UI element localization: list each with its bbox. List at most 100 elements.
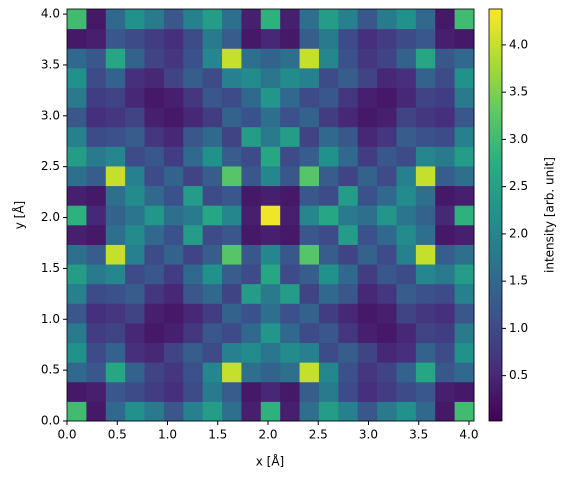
heatmap-cell bbox=[299, 244, 320, 265]
heatmap-cell bbox=[377, 362, 397, 383]
heatmap-cell bbox=[202, 362, 223, 383]
heatmap-cell bbox=[415, 87, 436, 108]
heatmap-cell bbox=[86, 9, 107, 30]
heatmap-cell bbox=[241, 362, 262, 383]
y-tick-label: 0.0 bbox=[41, 414, 60, 428]
heatmap-cell bbox=[280, 185, 301, 206]
heatmap-cell bbox=[357, 107, 378, 128]
x-tick-label: 0.0 bbox=[57, 428, 76, 442]
heatmap-cell bbox=[318, 146, 339, 167]
heatmap-cell bbox=[67, 87, 87, 108]
heatmap-cell bbox=[318, 342, 339, 363]
heatmap-cell bbox=[105, 48, 126, 69]
heatmap-cell bbox=[260, 107, 281, 128]
heatmap-cell bbox=[241, 244, 262, 265]
heatmap-cell bbox=[338, 244, 359, 265]
heatmap-cell bbox=[280, 264, 301, 285]
colorbar-tick-label: 1.5 bbox=[509, 274, 528, 288]
heatmap-cell bbox=[415, 224, 436, 245]
heatmap-cell bbox=[241, 205, 262, 226]
heatmap-cell bbox=[280, 401, 301, 422]
heatmap-cell bbox=[299, 283, 320, 304]
heatmap-cell bbox=[125, 185, 146, 206]
heatmap-cell bbox=[144, 87, 165, 108]
colorbar-tick-label: 2.0 bbox=[509, 226, 528, 240]
heatmap-cell bbox=[377, 303, 397, 324]
heatmap-cell bbox=[280, 224, 301, 245]
heatmap-cell bbox=[435, 67, 456, 88]
x-tick-label: 3.5 bbox=[409, 428, 428, 442]
heatmap-cell bbox=[144, 264, 165, 285]
heatmap-cell bbox=[222, 107, 242, 128]
heatmap-cell bbox=[144, 342, 165, 363]
heatmap-cell bbox=[338, 28, 359, 49]
heatmap-cell bbox=[67, 28, 87, 49]
heatmap-cell bbox=[454, 322, 475, 344]
heatmap-cell bbox=[222, 322, 242, 344]
heatmap-cell bbox=[222, 264, 242, 285]
heatmap-cell bbox=[338, 362, 359, 383]
heatmap-cell bbox=[377, 185, 397, 206]
heatmap-cell bbox=[260, 342, 281, 363]
heatmap-cell bbox=[241, 342, 262, 363]
heatmap-cell bbox=[241, 381, 262, 402]
heatmap-cell bbox=[86, 362, 107, 383]
heatmap-cell bbox=[260, 87, 281, 108]
heatmap-cell bbox=[144, 224, 165, 245]
heatmap-cell bbox=[86, 67, 107, 88]
heatmap-cell bbox=[299, 362, 320, 383]
heatmap-cell bbox=[241, 224, 262, 245]
heatmap-cell bbox=[357, 146, 378, 167]
heatmap-cell bbox=[299, 165, 320, 187]
heatmap-cell bbox=[86, 165, 107, 187]
x-tick-label: 4.0 bbox=[459, 428, 478, 442]
heatmap-cell bbox=[454, 224, 475, 245]
heatmap-cell bbox=[202, 185, 223, 206]
heatmap-cell bbox=[163, 185, 184, 206]
heatmap-cell bbox=[144, 381, 165, 402]
heatmap-cell bbox=[396, 165, 417, 187]
heatmap-cell bbox=[396, 303, 417, 324]
x-tick-label: 3.0 bbox=[359, 428, 378, 442]
heatmap-cell bbox=[299, 87, 320, 108]
heatmap-cell bbox=[144, 244, 165, 265]
heatmap-cell bbox=[377, 87, 397, 108]
heatmap-cell bbox=[241, 401, 262, 422]
heatmap-cell bbox=[222, 9, 242, 30]
heatmap-cell bbox=[163, 48, 184, 69]
heatmap-cell bbox=[415, 205, 436, 226]
heatmap-cell bbox=[125, 146, 146, 167]
heatmap-cell bbox=[105, 205, 126, 226]
heatmap-cell bbox=[415, 244, 436, 265]
heatmap-cell bbox=[338, 107, 359, 128]
heatmap-cell bbox=[415, 48, 436, 69]
heatmap-cell bbox=[280, 165, 301, 187]
heatmap-cell bbox=[202, 401, 223, 422]
heatmap-cell bbox=[163, 146, 184, 167]
heatmap-cell bbox=[144, 401, 165, 422]
heatmap-cell bbox=[163, 224, 184, 245]
heatmap-cell bbox=[260, 401, 281, 422]
heatmap-cell bbox=[183, 87, 204, 108]
heatmap-cell bbox=[222, 205, 242, 226]
heatmap-cell bbox=[318, 283, 339, 304]
heatmap-cell bbox=[435, 165, 456, 187]
heatmap-cell bbox=[415, 322, 436, 344]
heatmap-cell bbox=[357, 67, 378, 88]
heatmap-cell bbox=[105, 107, 126, 128]
heatmap-cell bbox=[202, 67, 223, 88]
heatmap-cell bbox=[163, 126, 184, 147]
colorbar-tick-label: 2.5 bbox=[509, 179, 528, 193]
heatmap-cell bbox=[338, 205, 359, 226]
heatmap-cell bbox=[241, 48, 262, 69]
heatmap-cell bbox=[396, 401, 417, 422]
heatmap-cell bbox=[67, 9, 87, 30]
heatmap-cell bbox=[454, 362, 475, 383]
heatmap-cell bbox=[260, 264, 281, 285]
heatmap-cell bbox=[144, 283, 165, 304]
heatmap-cell bbox=[415, 401, 436, 422]
heatmap-cell bbox=[357, 381, 378, 402]
heatmap-cell bbox=[280, 146, 301, 167]
heatmap-cell bbox=[86, 401, 107, 422]
heatmap-cell bbox=[377, 381, 397, 402]
